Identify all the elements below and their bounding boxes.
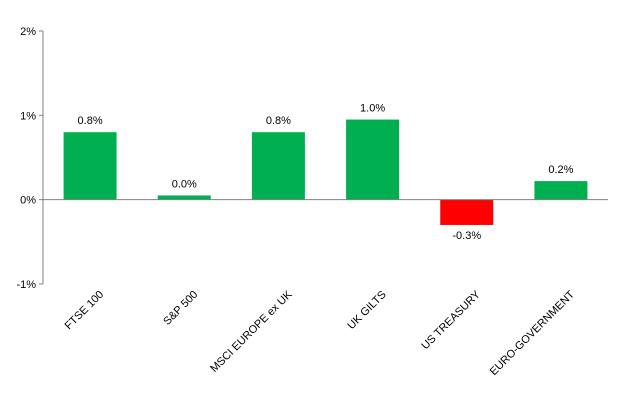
data-labels: 0.8% 0.0% 0.8% 1.0% -0.3% 0.2%: [78, 103, 574, 242]
category-label: US TREASURY: [419, 288, 483, 352]
bar: [157, 195, 211, 200]
y-axis: 2% 1% 0% -1%: [16, 26, 44, 291]
bar-value-label: 1.0%: [360, 103, 385, 115]
category-label: UK GILTS: [345, 289, 388, 332]
y-tick-label: -1%: [16, 279, 36, 291]
bar: [534, 181, 588, 200]
bar: [251, 132, 305, 200]
category-label: EURO-GOVERNMENT: [488, 288, 577, 377]
bar: [346, 119, 400, 200]
category-label: S&P 500: [161, 289, 200, 328]
bar: [63, 132, 117, 200]
category-label: FTSE 100: [63, 289, 107, 333]
bar: [440, 199, 494, 225]
bars: [63, 119, 588, 225]
bar-value-label: 0.2%: [548, 164, 573, 176]
y-tick-label: 1%: [20, 110, 36, 122]
bar-value-label: 0.0%: [172, 178, 197, 190]
category-labels: FTSE 100 S&P 500 MSCI EUROPE ex UK UK GILTS…: [63, 288, 578, 378]
y-tick-label: 0%: [20, 195, 36, 207]
category-label: MSCI EUROPE ex UK: [208, 288, 295, 375]
bar-value-label: 0.8%: [78, 115, 103, 127]
y-tick-label: 2%: [20, 26, 36, 38]
bar-value-label: -0.3%: [452, 230, 481, 242]
bar-value-label: 0.8%: [266, 115, 291, 127]
